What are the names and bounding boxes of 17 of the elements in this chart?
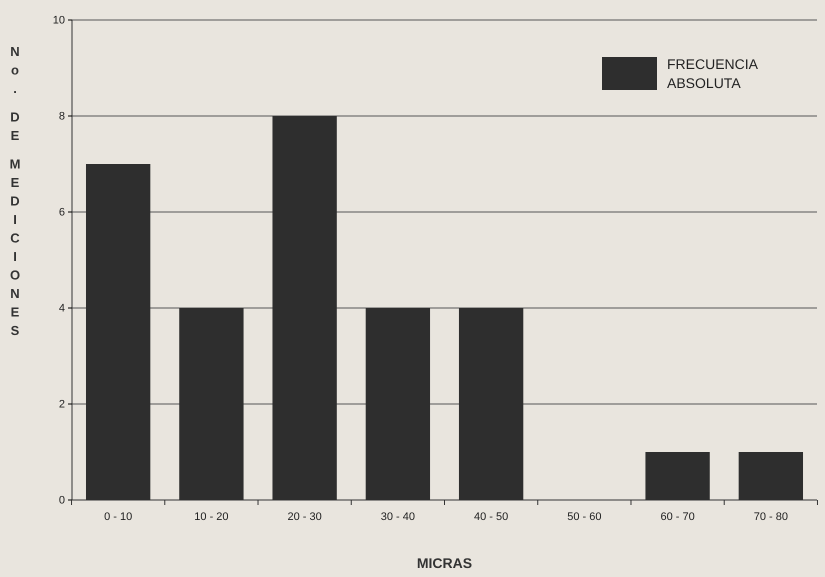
x-tick-label: 10 - 20 [194,510,229,523]
legend-label: FRECUENCIA ABSOLUTA [667,56,759,91]
x-tick-label: 0 - 10 [104,510,132,523]
x-tick-label: 50 - 60 [567,510,602,523]
text: No. DE MEDICIONES [10,44,20,338]
x-tick-label: 60 - 70 [660,510,695,523]
x-tick-label: 40 - 50 [474,510,508,523]
x-tick-label: 30 - 40 [380,510,416,523]
y-tick-label: 8 [58,110,65,123]
y-tick-label: 10 [52,14,65,27]
y-tick-label: 2 [58,398,65,411]
y-tick-label: 0 [58,494,65,507]
x-tick-label: 20 - 30 [288,510,322,523]
x-axis-title: MICRAS [416,555,472,571]
x-tick-label: 70 - 80 [754,510,788,523]
y-tick-label: 4 [58,302,65,315]
y-tick-label: 6 [58,206,65,219]
